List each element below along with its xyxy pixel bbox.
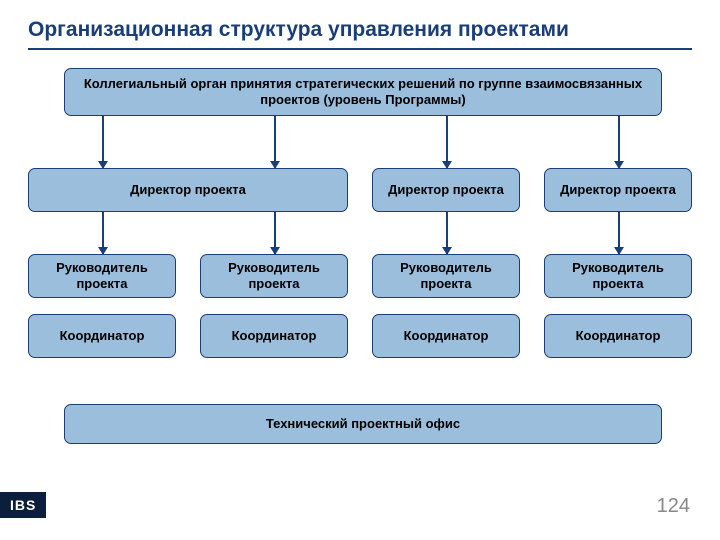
arrow-4: [102, 212, 104, 254]
org-box-dir3: Директор проекта: [544, 168, 692, 212]
org-box-top: Коллегиальный орган принятия стратегичес…: [64, 68, 662, 116]
org-box-mgr4: Руководитель проекта: [544, 254, 692, 298]
page-number: 124: [657, 495, 690, 518]
arrow-0: [102, 116, 104, 168]
org-chart: Коллегиальный орган принятия стратегичес…: [28, 68, 692, 448]
logo-badge: IBS: [0, 492, 46, 518]
org-box-coord4: Координатор: [544, 314, 692, 358]
title-rule: [28, 48, 692, 50]
arrow-6: [446, 212, 448, 254]
slide-title: Организационная структура управления про…: [28, 18, 692, 42]
org-box-coord3: Координатор: [372, 314, 520, 358]
org-box-mgr2: Руководитель проекта: [200, 254, 348, 298]
org-box-mgr3: Руководитель проекта: [372, 254, 520, 298]
org-box-dir2: Директор проекта: [372, 168, 520, 212]
org-box-office: Технический проектный офис: [64, 404, 662, 444]
arrow-5: [274, 212, 276, 254]
arrow-2: [446, 116, 448, 168]
arrow-7: [618, 212, 620, 254]
org-box-dir1: Директор проекта: [28, 168, 348, 212]
arrow-1: [274, 116, 276, 168]
org-box-coord2: Координатор: [200, 314, 348, 358]
slide: Организационная структура управления про…: [0, 0, 720, 540]
org-box-coord1: Координатор: [28, 314, 176, 358]
org-box-mgr1: Руководитель проекта: [28, 254, 176, 298]
arrow-3: [618, 116, 620, 168]
